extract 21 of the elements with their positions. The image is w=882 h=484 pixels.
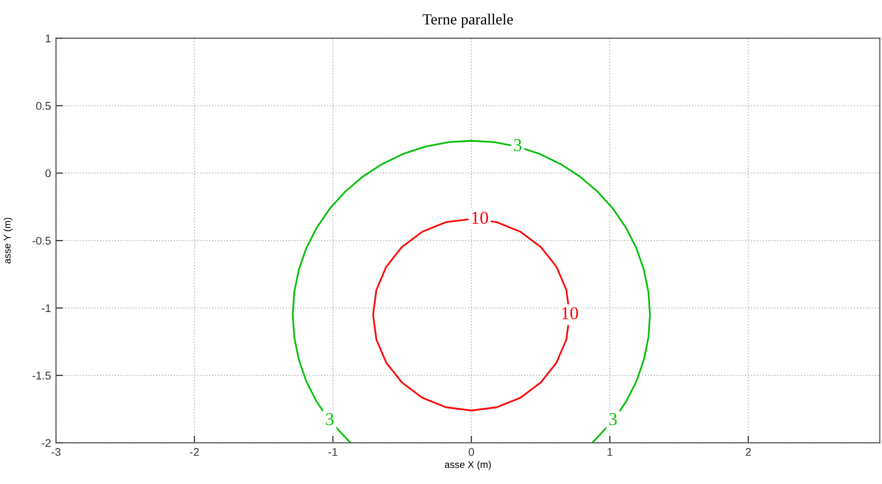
annotation: 3: [514, 139, 522, 152]
x-tick-label: 2: [746, 448, 751, 456]
x-tick-label: 0: [468, 448, 474, 456]
y-tick-label: -1: [42, 304, 51, 312]
x-axis-title: asse X (m): [444, 460, 491, 470]
x-tick-label: -1: [328, 448, 338, 456]
y-tick-label: 0.5: [36, 102, 51, 110]
y-tick-label: 0: [45, 169, 51, 178]
chart-title: Terne parallele: [422, 14, 513, 28]
annotation: 3: [326, 413, 334, 426]
y-tick-label: -0.5: [32, 236, 51, 245]
y-tick-label: -2: [42, 439, 51, 447]
y-tick-label: 1: [46, 34, 51, 42]
annotation: 10: [562, 307, 578, 320]
annotation: 10: [472, 212, 488, 224]
y-tick-label: -1.5: [32, 372, 51, 380]
x-tick-label: -2: [190, 448, 199, 456]
x-tick-label: -3: [52, 448, 60, 456]
annotation: 3: [609, 413, 617, 426]
y-axis-title: asse Y (m): [3, 218, 13, 264]
x-tick-label: 1: [608, 448, 612, 456]
